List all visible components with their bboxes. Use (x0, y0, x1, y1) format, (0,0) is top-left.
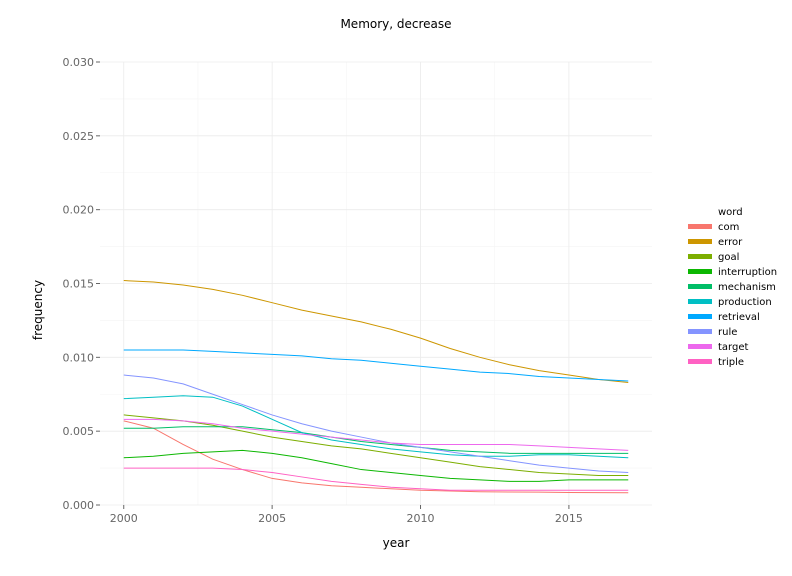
series-line-production (123, 395, 629, 459)
legend-label-production: production (718, 297, 772, 308)
y-axis: 0.000 0.005 0.010 0.015 0.020 0.025 0.030 (63, 56, 100, 512)
plot-grid (100, 61, 652, 506)
series-lines (123, 280, 629, 494)
x-tick-label: 2015 (555, 512, 583, 525)
y-tick-label: 0.010 (63, 351, 95, 364)
series-line-interruption (123, 449, 629, 482)
legend: word com error goal interruption mechanism pr… (688, 207, 777, 368)
series-line-retrieval (123, 349, 629, 382)
x-tick-label: 2000 (110, 512, 138, 525)
legend-label-rule: rule (718, 327, 737, 338)
legend-items: com error goal interruption mechanism product… (688, 222, 777, 368)
legend-key-rule (688, 329, 712, 334)
y-tick-label: 0.015 (63, 278, 95, 291)
series-line-goal (123, 414, 629, 476)
legend-key-com (688, 224, 712, 229)
y-axis-title: frequency (31, 280, 45, 340)
legend-key-retrieval (688, 314, 712, 319)
legend-label-goal: goal (718, 252, 739, 263)
series-line-target (123, 418, 629, 451)
legend-key-triple (688, 359, 712, 364)
x-tick-label: 2010 (407, 512, 435, 525)
series-line-rule (123, 374, 629, 474)
y-tick-label: 0.030 (63, 56, 95, 69)
legend-label-error: error (718, 237, 743, 248)
legend-label-interruption: interruption (718, 267, 777, 278)
x-axis: 2000 2005 2010 2015 (110, 505, 583, 525)
x-tick-label: 2005 (258, 512, 286, 525)
legend-key-mechanism (688, 284, 712, 289)
y-tick-label: 0.000 (63, 499, 95, 512)
series-line-triple (123, 467, 629, 491)
legend-title: word (718, 207, 743, 218)
chart-title: Memory, decrease (340, 17, 451, 31)
legend-label-target: target (718, 342, 748, 353)
series-line-error (123, 280, 629, 383)
legend-key-target (688, 344, 712, 349)
x-axis-title: year (383, 536, 410, 550)
series-line-com (123, 420, 629, 494)
series-line-mechanism (123, 426, 629, 454)
legend-key-interruption (688, 269, 712, 274)
legend-label-com: com (718, 222, 739, 233)
legend-key-goal (688, 254, 712, 259)
legend-label-triple: triple (718, 357, 744, 368)
y-tick-label: 0.005 (63, 425, 95, 438)
legend-key-production (688, 299, 712, 304)
legend-label-mechanism: mechanism (718, 282, 776, 293)
y-tick-label: 0.020 (63, 204, 95, 217)
y-tick-label: 0.025 (63, 130, 95, 143)
legend-key-error (688, 239, 712, 244)
legend-label-retrieval: retrieval (718, 312, 760, 323)
